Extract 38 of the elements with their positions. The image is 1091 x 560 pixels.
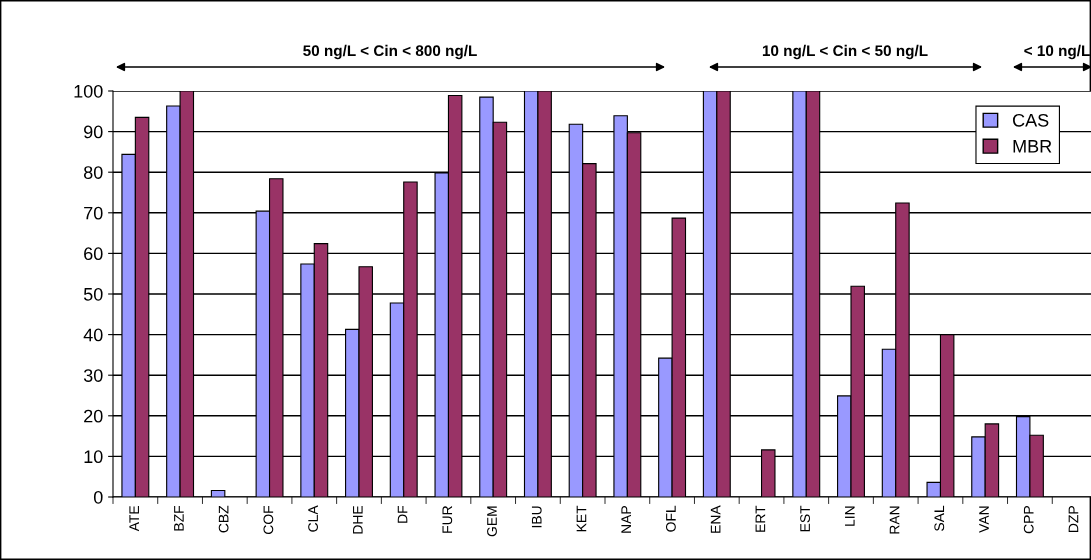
x-tick-label: CLA	[308, 505, 318, 532]
y-tick-label: 10	[84, 450, 103, 464]
text: < 10 ng/L	[1024, 44, 1090, 60]
y-tick-label: 100	[74, 84, 103, 98]
x-tick-label: RAN	[889, 506, 900, 534]
y-tick-label: 60	[84, 247, 103, 261]
y-tick-label: 30	[83, 369, 103, 382]
x-tick-label: EST	[800, 505, 810, 532]
text: 50 ng/L < Cin < 800 ng/L	[303, 44, 477, 60]
x-tick-label: NAP	[621, 506, 631, 533]
y-tick-label: 50	[83, 287, 103, 301]
x-tick-label: KET	[576, 505, 587, 532]
x-tick-label: DZP	[1068, 506, 1079, 532]
y-tick-label: 80	[83, 166, 103, 179]
y-tick-label: 70	[84, 206, 103, 220]
x-tick-label: SAL	[934, 505, 945, 531]
x-tick-label: DF	[397, 505, 408, 523]
x-tick-label: OFL	[665, 505, 676, 532]
x-tick-label: LIN	[845, 506, 855, 526]
legend-label: MBR	[1013, 140, 1052, 153]
x-tick-label: VAN	[979, 506, 989, 533]
x-tick-label: FUR	[442, 505, 453, 533]
y-tick-label: 0	[93, 490, 103, 504]
x-tick-label: IBU	[531, 506, 542, 528]
y-tick-label: 40	[83, 328, 103, 342]
x-tick-label: CPP	[1023, 506, 1034, 534]
x-tick-label: ERT	[755, 505, 766, 532]
x-tick-label: DHE	[353, 505, 363, 534]
x-tick-label: CBZ	[218, 505, 229, 533]
x-tick-label: ENA	[710, 505, 721, 533]
x-tick-label: BZF	[174, 505, 184, 531]
x-tick-label: COF	[263, 505, 274, 534]
legend-label: CAS	[1013, 113, 1049, 127]
y-tick-label: 90	[84, 125, 103, 139]
x-tick-label: GEM	[487, 506, 497, 537]
text: 10 ng/L < Cin < 50 ng/L	[762, 44, 928, 60]
x-tick-label: ATE	[129, 505, 139, 532]
y-tick-label: 20	[84, 409, 103, 423]
